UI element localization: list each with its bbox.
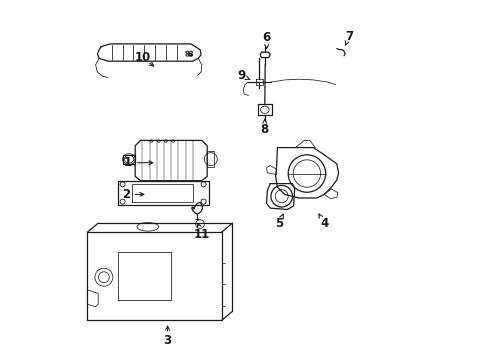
Text: 9: 9 <box>237 69 245 82</box>
Text: 7: 7 <box>345 30 353 42</box>
Text: 11: 11 <box>194 228 210 240</box>
Text: 8: 8 <box>261 123 269 136</box>
Text: 4: 4 <box>320 217 328 230</box>
Text: 5: 5 <box>275 217 283 230</box>
Text: 2: 2 <box>122 188 130 201</box>
Text: 10: 10 <box>134 51 150 64</box>
Text: 6: 6 <box>263 31 270 44</box>
Text: 1: 1 <box>124 156 132 169</box>
Text: 3: 3 <box>164 334 171 347</box>
